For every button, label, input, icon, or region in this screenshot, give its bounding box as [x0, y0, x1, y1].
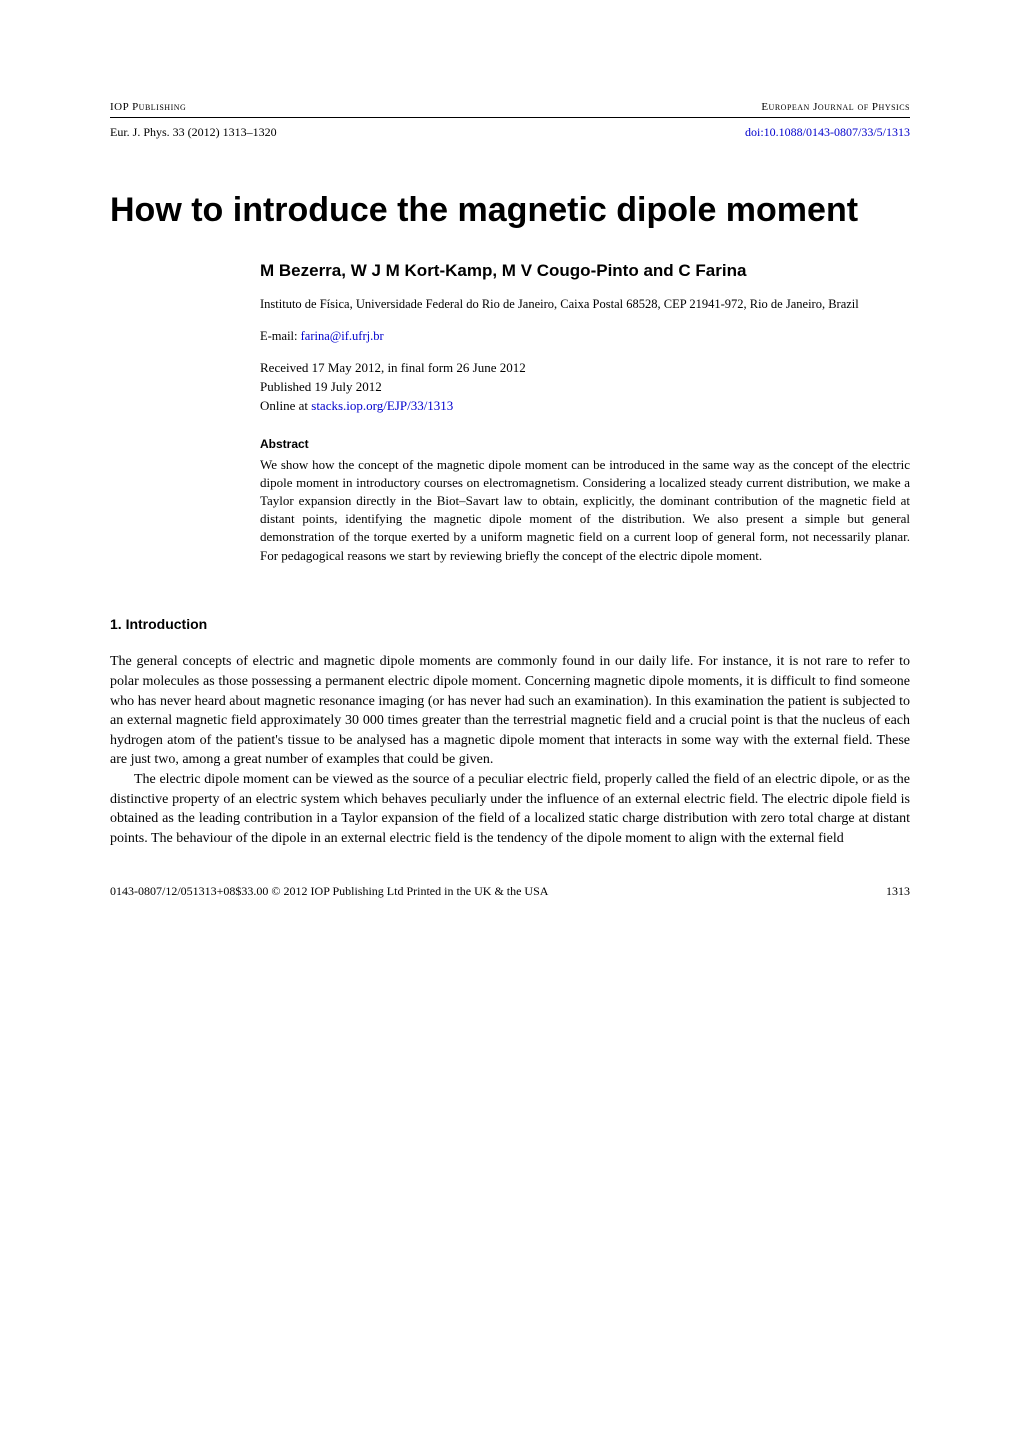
publication-info: Received 17 May 2012, in final form 26 J… — [260, 359, 910, 416]
header-divider — [110, 117, 910, 118]
doi-link[interactable]: doi:10.1088/0143-0807/33/5/1313 — [745, 124, 910, 141]
header-publisher: IOP Publishing — [110, 100, 186, 115]
abstract-heading: Abstract — [260, 436, 910, 453]
author-block: M Bezerra, W J M Kort-Kamp, M V Cougo-Pi… — [260, 260, 910, 416]
email-line: E-mail: farina@if.ufrj.br — [260, 328, 910, 346]
email-link[interactable]: farina@if.ufrj.br — [301, 329, 384, 343]
footer-copyright: 0143-0807/12/051313+08$33.00 © 2012 IOP … — [110, 883, 548, 900]
header-journal: European Journal of Physics — [761, 100, 910, 115]
email-label: E-mail: — [260, 329, 301, 343]
published-line: Published 19 July 2012 — [260, 378, 910, 397]
article-title: How to introduce the magnetic dipole mom… — [110, 191, 910, 230]
section-1-heading: 1. Introduction — [110, 615, 910, 635]
online-line: Online at stacks.iop.org/EJP/33/1313 — [260, 397, 910, 416]
body-paragraph-1: The general concepts of electric and mag… — [110, 652, 910, 770]
citation-row: Eur. J. Phys. 33 (2012) 1313–1320 doi:10… — [110, 124, 910, 141]
citation-line: Eur. J. Phys. 33 (2012) 1313–1320 — [110, 124, 277, 141]
abstract-block: Abstract We show how the concept of the … — [260, 436, 910, 565]
running-header: IOP Publishing European Journal of Physi… — [110, 100, 910, 115]
footer: 0143-0807/12/051313+08$33.00 © 2012 IOP … — [110, 883, 910, 900]
body-paragraph-2: The electric dipole moment can be viewed… — [110, 770, 910, 848]
abstract-text: We show how the concept of the magnetic … — [260, 456, 910, 565]
author-names: M Bezerra, W J M Kort-Kamp, M V Cougo-Pi… — [260, 260, 910, 282]
affiliation: Instituto de Física, Universidade Federa… — [260, 296, 910, 314]
online-label: Online at — [260, 398, 311, 413]
online-link[interactable]: stacks.iop.org/EJP/33/1313 — [311, 398, 453, 413]
received-line: Received 17 May 2012, in final form 26 J… — [260, 359, 910, 378]
page-number: 1313 — [886, 883, 910, 900]
